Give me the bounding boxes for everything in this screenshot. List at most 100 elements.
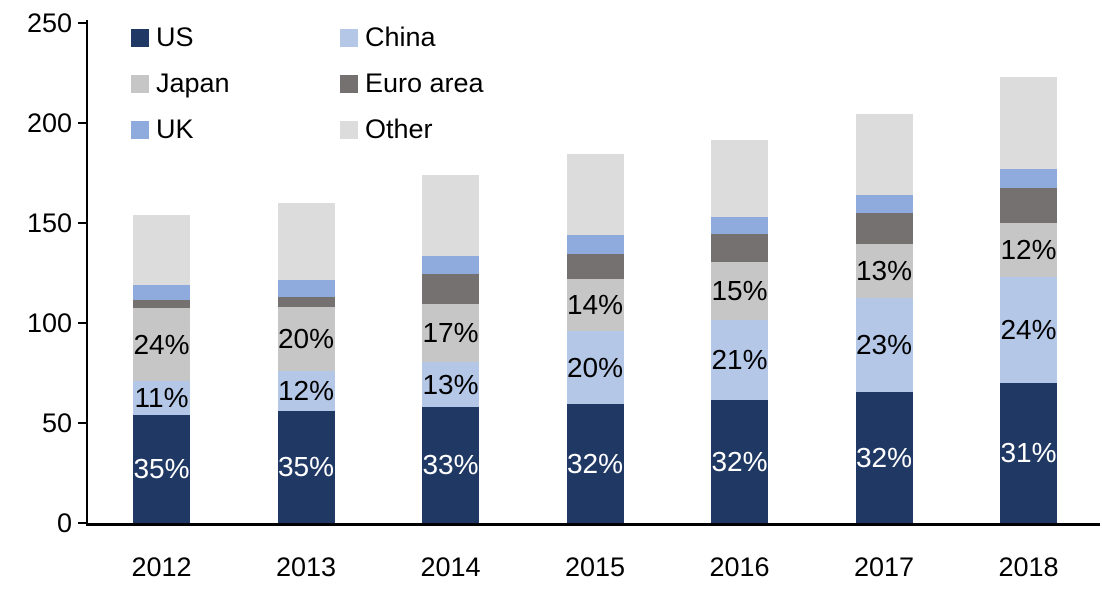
legend-swatch-icon xyxy=(340,120,358,139)
legend-item-china: China xyxy=(340,22,484,53)
segment-uk xyxy=(133,285,190,300)
chart-legend: US China Japan Euro area UK Other xyxy=(131,22,484,145)
legend-label: China xyxy=(365,22,436,52)
segment-japan xyxy=(277,307,335,371)
segment-japan xyxy=(566,279,624,331)
segment-label-china: 20% xyxy=(566,351,624,383)
segment-euro-area xyxy=(1000,188,1057,223)
legend-swatch-icon xyxy=(131,74,149,93)
segment-euro-area xyxy=(855,213,913,244)
x-tick-label-2013: 2013 xyxy=(275,552,337,582)
legend-item-other: Other xyxy=(340,114,484,145)
segment-label-japan: 13% xyxy=(855,255,913,286)
segment-label-china: 13% xyxy=(422,368,479,400)
segment-uk xyxy=(566,235,624,254)
y-tick-mark xyxy=(78,322,88,324)
segment-other xyxy=(566,154,624,235)
legend-item-euro-area: Euro area xyxy=(340,68,484,99)
segment-us xyxy=(855,392,913,523)
segment-us xyxy=(133,415,190,523)
y-tick-mark xyxy=(78,422,88,424)
segment-label-japan: 24% xyxy=(133,328,190,360)
segment-us xyxy=(711,400,768,523)
segment-uk xyxy=(277,280,335,297)
segment-uk xyxy=(422,256,479,274)
segment-china xyxy=(133,381,190,415)
segment-japan xyxy=(1000,223,1057,277)
segment-euro-area xyxy=(133,300,190,308)
segment-other xyxy=(133,215,190,285)
segment-us xyxy=(422,407,479,523)
segment-uk xyxy=(855,195,913,213)
segment-euro-area xyxy=(711,234,768,262)
legend-label: Other xyxy=(365,114,433,144)
segment-label-japan: 20% xyxy=(277,323,335,354)
legend-label: Japan xyxy=(156,68,230,98)
y-axis-line xyxy=(86,20,88,525)
segment-japan xyxy=(711,262,768,320)
x-tick-label-2018: 2018 xyxy=(998,552,1059,582)
legend-item-uk: UK xyxy=(131,114,340,145)
segment-us xyxy=(566,404,624,523)
legend-label: UK xyxy=(156,114,194,144)
y-tick-mark xyxy=(78,222,88,224)
legend-label: US xyxy=(156,22,194,52)
segment-label-japan: 14% xyxy=(566,289,624,320)
segment-other xyxy=(855,114,913,195)
legend-item-japan: Japan xyxy=(131,68,340,99)
legend-item-us: US xyxy=(131,22,340,53)
segment-label-japan: 15% xyxy=(711,275,768,306)
segment-label-us: 32% xyxy=(855,441,913,473)
y-tick-label: 200 xyxy=(26,108,72,138)
segment-japan xyxy=(133,308,190,381)
segment-china xyxy=(422,362,479,407)
segment-japan xyxy=(855,244,913,298)
y-tick-label: 50 xyxy=(41,408,72,438)
segment-other xyxy=(711,140,768,217)
segment-china xyxy=(711,320,768,400)
plot-area: 35% 11% 24% 35% 12% 20% 33% 13% 17% 32% 20% 14% 32% 2… xyxy=(88,23,1102,523)
segment-label-japan: 12% xyxy=(1000,234,1057,265)
y-tick-mark xyxy=(78,22,88,24)
segment-euro-area xyxy=(277,297,335,307)
segment-label-us: 32% xyxy=(566,447,624,479)
segment-euro-area xyxy=(422,274,479,304)
y-tick-label: 0 xyxy=(56,508,72,538)
y-tick-mark xyxy=(78,522,88,524)
segment-other xyxy=(422,175,479,256)
segment-china xyxy=(566,331,624,404)
segment-us xyxy=(277,411,335,523)
x-tick-label-2017: 2017 xyxy=(853,552,915,582)
legend-swatch-icon xyxy=(131,28,149,47)
y-tick-label: 100 xyxy=(26,308,72,338)
y-tick-label: 250 xyxy=(26,8,72,38)
segment-label-china: 21% xyxy=(711,344,768,375)
segment-label-japan: 17% xyxy=(422,317,479,348)
segment-japan xyxy=(422,304,479,362)
segment-label-us: 33% xyxy=(422,449,479,480)
x-tick-label-2016: 2016 xyxy=(709,552,770,582)
x-tick-label-2012: 2012 xyxy=(131,552,192,582)
segment-uk xyxy=(1000,169,1057,188)
x-tick-label-2014: 2014 xyxy=(420,552,481,582)
segment-us xyxy=(1000,383,1057,523)
segment-label-us: 35% xyxy=(277,451,335,482)
segment-label-china: 24% xyxy=(1000,314,1057,345)
x-tick-label-2015: 2015 xyxy=(564,552,626,582)
segment-label-us: 32% xyxy=(711,445,768,477)
y-tick-mark xyxy=(78,122,88,124)
segment-label-us: 35% xyxy=(133,453,190,484)
segment-china xyxy=(277,371,335,411)
segment-uk xyxy=(711,217,768,234)
segment-euro-area xyxy=(566,254,624,279)
x-axis-line xyxy=(86,523,1100,526)
segment-label-china: 23% xyxy=(855,329,913,360)
segment-label-china: 11% xyxy=(134,382,189,413)
y-tick-label: 150 xyxy=(26,208,72,238)
legend-swatch-icon xyxy=(340,28,358,47)
legend-swatch-icon xyxy=(131,120,149,139)
segment-other xyxy=(1000,77,1057,169)
segment-label-china: 12% xyxy=(277,375,335,406)
legend-swatch-icon xyxy=(340,74,358,93)
